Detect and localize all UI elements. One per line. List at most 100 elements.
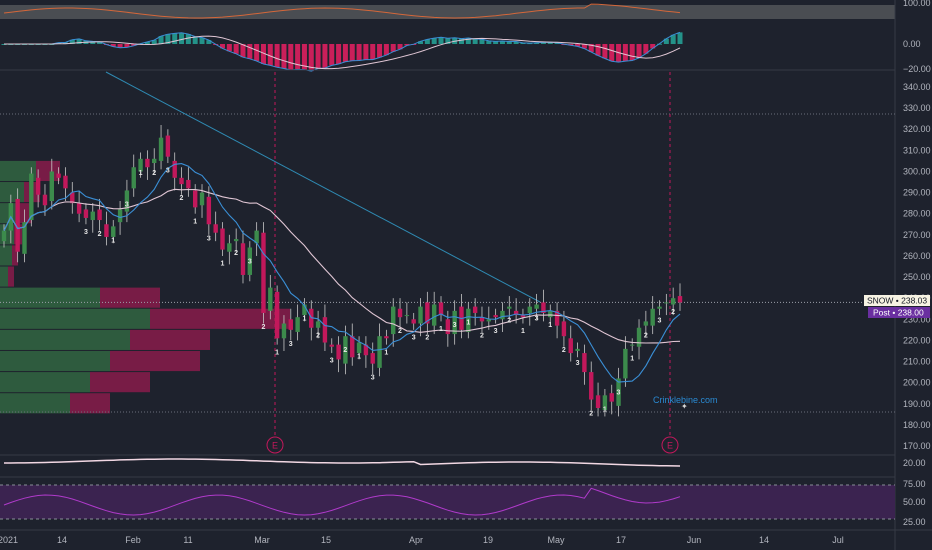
candle[interactable] (76, 190, 82, 223)
candle[interactable] (288, 308, 293, 341)
candle[interactable] (70, 182, 75, 214)
candle[interactable] (199, 184, 205, 218)
candle[interactable] (582, 344, 587, 385)
candle[interactable] (343, 325, 348, 375)
candle[interactable] (520, 308, 526, 324)
candle[interactable] (623, 336, 628, 387)
volume-line (4, 458, 681, 467)
price-axis[interactable]: 340.00 330.00 320.00 310.00 300.00 290.00 280.… (903, 0, 931, 527)
candle[interactable] (630, 338, 635, 351)
candle[interactable] (240, 230, 246, 284)
candle[interactable] (42, 184, 48, 216)
candle[interactable] (575, 342, 580, 358)
candle[interactable] (274, 285, 280, 345)
candle[interactable] (589, 361, 594, 411)
candle[interactable] (670, 287, 676, 316)
oscillator-line (3, 3, 681, 19)
candle[interactable] (104, 211, 109, 246)
candle[interactable] (158, 125, 164, 170)
candle[interactable] (213, 211, 218, 242)
candle[interactable] (384, 329, 389, 345)
candle[interactable] (548, 304, 553, 324)
trend-line[interactable] (105, 71, 541, 303)
candle[interactable] (595, 382, 601, 417)
candle[interactable] (63, 167, 68, 202)
candle[interactable] (438, 296, 444, 322)
candle[interactable] (452, 300, 457, 345)
candle[interactable] (431, 291, 437, 335)
candle[interactable] (493, 308, 498, 324)
candle[interactable] (220, 222, 225, 256)
candle[interactable] (138, 152, 143, 178)
candle[interactable] (336, 336, 341, 373)
candle[interactable] (295, 304, 300, 341)
earnings-marker[interactable]: E (266, 436, 284, 454)
indicator-tick-label: 25.00 (903, 517, 926, 527)
candle[interactable] (22, 209, 27, 263)
candle[interactable] (152, 148, 157, 174)
candle[interactable] (111, 220, 116, 244)
candle[interactable] (145, 150, 150, 180)
candle[interactable] (172, 152, 177, 191)
candle[interactable] (227, 234, 232, 265)
candle[interactable] (500, 302, 505, 332)
candle[interactable] (247, 241, 253, 282)
macd-bar (493, 41, 499, 44)
pattern-label: 2 (234, 250, 238, 257)
candle[interactable] (363, 336, 369, 368)
candle[interactable] (206, 186, 212, 235)
candle[interactable] (568, 325, 573, 362)
candle[interactable] (165, 129, 171, 164)
candle[interactable] (636, 319, 642, 360)
candle[interactable] (186, 167, 191, 197)
candle[interactable] (527, 298, 532, 326)
candle[interactable] (677, 283, 683, 311)
candle[interactable] (15, 188, 20, 263)
candle[interactable] (561, 310, 567, 347)
candle[interactable] (425, 291, 430, 335)
candle[interactable] (49, 158, 54, 210)
candle[interactable] (541, 289, 546, 322)
candle[interactable] (35, 169, 41, 208)
candle[interactable] (643, 310, 649, 337)
candle[interactable] (616, 367, 621, 417)
candle[interactable] (90, 203, 95, 233)
candle[interactable] (322, 304, 328, 351)
price-pane[interactable]: 3 2 1 3 1 2 3 2 1 3 1 2 3 2 1 3 1 2 3 2 1 3 1 2 3 2 1 3 1 2 3 2 1 3 1 2 3 2 1 3… (0, 71, 895, 435)
candle[interactable] (466, 302, 471, 339)
candle-body (322, 317, 328, 343)
candle[interactable] (391, 298, 396, 347)
candle[interactable] (657, 300, 662, 316)
candle[interactable] (472, 298, 478, 326)
candle[interactable] (1, 224, 7, 248)
candle[interactable] (513, 298, 519, 324)
candle[interactable] (397, 298, 403, 328)
time-axis[interactable]: 2021 14 Feb 11 Mar 15 Apr 19 May 17 Jun 14 Jul (0, 535, 844, 545)
candle[interactable] (315, 310, 321, 339)
candle[interactable] (83, 203, 89, 225)
candle[interactable] (609, 384, 614, 415)
candle[interactable] (131, 154, 136, 197)
candle[interactable] (650, 296, 655, 335)
candle[interactable] (254, 222, 259, 256)
candle[interactable] (404, 302, 410, 324)
earnings-marker[interactable]: E (661, 436, 679, 454)
candle[interactable] (356, 336, 362, 360)
candle[interactable] (350, 323, 355, 366)
candle[interactable] (664, 293, 669, 316)
candle[interactable] (233, 228, 239, 252)
candle[interactable] (554, 302, 560, 339)
candle[interactable] (261, 222, 266, 324)
candle[interactable] (602, 388, 608, 417)
candle[interactable] (302, 298, 307, 322)
candle[interactable] (56, 167, 61, 185)
candle[interactable] (268, 274, 273, 320)
candle[interactable] (370, 342, 375, 375)
candle[interactable] (329, 338, 334, 354)
candle[interactable] (411, 312, 416, 330)
candle[interactable] (97, 198, 102, 231)
candle[interactable] (29, 167, 34, 227)
candle[interactable] (281, 315, 287, 351)
candle[interactable] (418, 298, 423, 337)
